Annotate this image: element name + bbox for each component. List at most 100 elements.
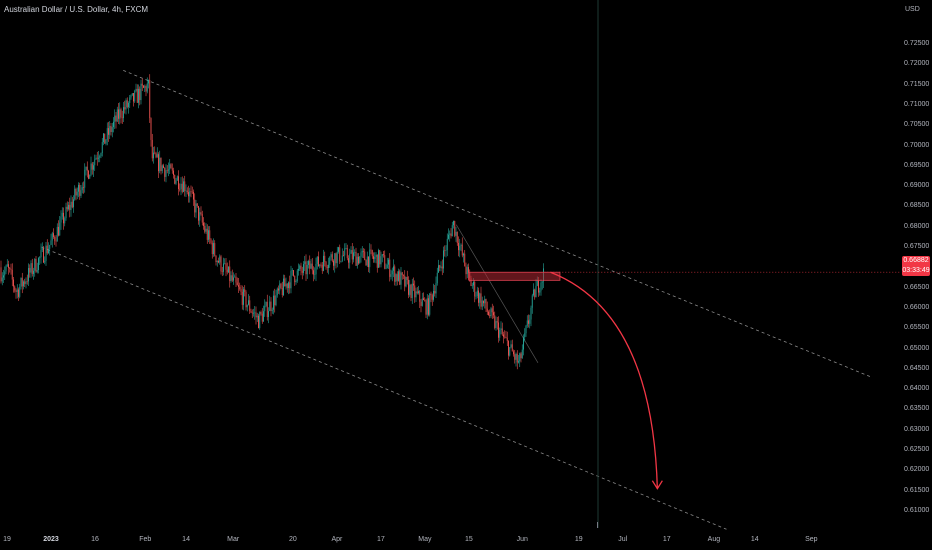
candle-body [96, 157, 98, 159]
candle-body [229, 266, 231, 282]
candle-body [540, 282, 542, 291]
candle-body [95, 157, 97, 160]
time-tick-label: Jul [618, 536, 628, 543]
candle-body [204, 225, 206, 232]
time-tick-label: 2023 [43, 536, 59, 543]
candle-body [31, 263, 33, 274]
candle-body [398, 271, 399, 281]
candle-body [10, 268, 12, 270]
candle-body [315, 263, 317, 275]
candle-body [536, 280, 538, 286]
candle-body [120, 109, 122, 118]
candle-body [270, 301, 272, 311]
candle-body [503, 334, 504, 337]
candle-body [519, 353, 521, 362]
candle-body [51, 233, 53, 241]
candle-body [323, 255, 324, 271]
candle-body [151, 139, 153, 159]
candle-body [60, 216, 62, 223]
candle-body [24, 281, 26, 284]
candle-body [254, 312, 256, 314]
candle-body [290, 270, 292, 289]
symbol-title[interactable]: Australian Dollar / U.S. Dollar, 4h, FXC… [4, 5, 149, 14]
candle-body [206, 228, 208, 240]
time-tick-label: 14 [182, 536, 190, 543]
candle-body [441, 266, 443, 269]
candle-body [165, 170, 167, 177]
candle-body [303, 264, 304, 273]
candle-body [493, 312, 494, 316]
candle-body [435, 283, 437, 294]
candle-body [194, 199, 196, 213]
candle-body [319, 264, 321, 267]
time-tick-label: 16 [91, 536, 99, 543]
candle-body [34, 258, 36, 271]
candle-body [205, 228, 207, 232]
candle-body [448, 234, 449, 239]
candle-body [211, 242, 213, 254]
candle-body [255, 312, 257, 318]
candle-body [488, 311, 489, 316]
candle-body [368, 256, 369, 268]
candle-body [50, 240, 52, 245]
candle-body [35, 258, 37, 272]
candle-body [339, 247, 341, 262]
candle-body [109, 125, 111, 135]
candle-body [296, 270, 298, 281]
candle-body [479, 293, 481, 303]
candle-body [70, 201, 72, 211]
candle-body [346, 247, 348, 259]
candle-body [476, 290, 478, 296]
current-price-tag: 0.66882 03:33:49 [902, 256, 930, 276]
candle-body [13, 279, 14, 287]
candle-body [65, 206, 67, 219]
candle-body [383, 254, 384, 256]
candle-body [106, 128, 108, 140]
candle-body [161, 165, 163, 172]
candle-body [53, 233, 54, 237]
candle-body [285, 283, 287, 287]
candle-body [14, 286, 16, 291]
candle-body [334, 253, 336, 266]
candle-body [439, 265, 441, 268]
candle-body [240, 289, 242, 292]
candle-body [518, 361, 519, 363]
candle-body [18, 289, 19, 297]
candle-body [361, 250, 363, 253]
candle-body [21, 277, 23, 287]
candle-body [326, 266, 328, 268]
candle-body [415, 291, 417, 298]
candle-body [71, 201, 73, 208]
candle-body [134, 91, 136, 102]
candle-body [176, 176, 178, 181]
candle-body [355, 251, 357, 266]
candle-body [169, 164, 171, 170]
candle-body [85, 166, 87, 170]
candle-body [294, 275, 296, 283]
candle-body [233, 277, 234, 281]
candle-body [55, 240, 57, 242]
candle-body [228, 266, 229, 273]
candle-body [381, 254, 383, 257]
candle-body [145, 86, 147, 92]
candle-body [451, 225, 453, 237]
candle-body [316, 256, 318, 264]
candle-body [138, 88, 139, 103]
candle-body [313, 270, 314, 275]
candle-body [506, 337, 508, 342]
candle-body [489, 315, 491, 317]
candle-body [170, 164, 172, 169]
time-tick-label: 19 [3, 536, 11, 543]
candle-body [79, 184, 81, 196]
candle-body [253, 312, 254, 314]
candle-body [168, 169, 169, 171]
price-tick-label: 0.72500 [904, 40, 930, 47]
lower-channel-line [41, 246, 727, 530]
candle-body [440, 266, 442, 268]
candle-body [498, 322, 499, 338]
upper-channel-line [123, 70, 872, 378]
price-tick-label: 0.69000 [904, 182, 930, 190]
candle-body [433, 290, 434, 300]
candle-body [214, 243, 216, 256]
